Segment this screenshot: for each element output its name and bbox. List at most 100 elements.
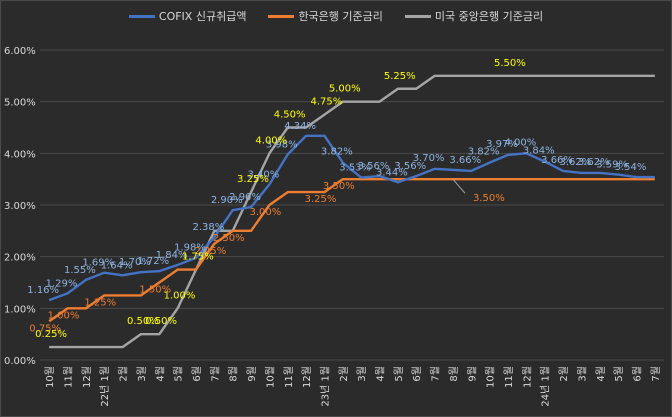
data-label-0: 1.55% (64, 265, 96, 276)
data-label-0: 1.16% (27, 285, 59, 296)
x-tick-label: 5월 (173, 366, 185, 382)
data-label-0: 3.54% (615, 162, 647, 173)
data-label-1: 2.50% (213, 233, 245, 244)
x-tick-label: 7월 (209, 366, 221, 382)
data-label-2: 0.50% (145, 316, 177, 327)
data-label-1: 1.50% (139, 285, 171, 296)
y-tick-label: 6.00% (4, 46, 36, 57)
x-tick-label: 4월 (375, 366, 387, 382)
series-line-1 (48, 177, 655, 323)
data-label-0: 1.98% (174, 243, 206, 254)
data-label-2: 4.50% (274, 110, 306, 121)
data-label-2: 1.75% (182, 252, 214, 263)
data-label-2: 5.25% (384, 71, 416, 82)
data-label-0: 2.38% (192, 222, 224, 233)
x-tick-label: 2월 (118, 366, 130, 382)
x-tick-label: 5월 (613, 366, 625, 382)
y-tick-label: 1.00% (4, 304, 36, 315)
series-line-0 (48, 134, 655, 302)
data-label-1: 1.00% (48, 310, 80, 321)
y-tick-label: 4.00% (4, 149, 36, 160)
data-label-0: 2.96% (229, 192, 261, 203)
data-label-2: 0.25% (35, 329, 67, 340)
data-label-0: 3.82% (321, 147, 353, 158)
data-label-0: 4.34% (284, 121, 316, 132)
data-label-0: 1.70% (119, 257, 151, 268)
x-tick-label: 7월 (650, 366, 662, 382)
data-label-1: 1.25% (84, 297, 116, 308)
data-label-1: 2.25% (194, 246, 226, 257)
data-label-0: 3.98% (266, 139, 298, 150)
x-tick-label: 12월 (521, 366, 533, 388)
data-label-2: 3.25% (237, 174, 269, 185)
y-tick-label: 5.00% (4, 98, 36, 109)
data-label-0: 3.62% (578, 157, 610, 168)
x-tick-label: 11월 (283, 366, 295, 388)
data-label-2: 4.00% (255, 135, 287, 146)
legend-swatch-fed (404, 14, 431, 18)
data-label-0: 1.29% (46, 278, 78, 289)
legend: COFIX 신규취급액 한국은행 기준금리 미국 중앙은행 기준금리 (0, 8, 672, 24)
x-tick-label: 10월 (44, 366, 56, 388)
data-label-2: 1.00% (164, 290, 196, 301)
data-label-0: 3.66% (541, 155, 573, 166)
data-label-0: 1.64% (101, 260, 133, 271)
callout-leader (452, 178, 466, 194)
x-tick-label: 8월 (228, 366, 240, 382)
x-tick-label: 4월 (595, 366, 607, 382)
legend-label-bok: 한국은행 기준금리 (298, 10, 383, 23)
x-tick-label: 11월 (503, 366, 515, 388)
grid-layer (40, 49, 664, 361)
legend-swatch-bok (268, 14, 295, 18)
data-label-layer: 1.16%1.29% 1.55%1.69%1.64%1.70%1.72%1.84%… (27, 58, 646, 340)
data-label-0: 3.59% (596, 160, 628, 171)
x-tick-label: 22년 1월 (99, 366, 111, 407)
data-label-0: 3.40% (248, 169, 280, 180)
legend-label-cofix: COFIX 신규취급액 (158, 10, 247, 23)
series-layer (48, 74, 655, 349)
data-label-1: 3.50% (323, 181, 355, 192)
data-label-1: 3.50% (473, 193, 505, 204)
x-tick-label: 6월 (191, 366, 203, 382)
data-label-0: 1.69% (82, 258, 114, 269)
x-tick-label: 12월 (81, 366, 93, 388)
data-label-1: 0.75% (29, 323, 61, 334)
data-label-0: 3.82% (468, 147, 500, 158)
x-axis-tick-labels: 10월 11월 12월 22년 1월 2월 3월 4월 5월 6월 7월 8월 9월 10월 11월 12월… (44, 366, 662, 407)
data-label-0: 2.90% (211, 195, 243, 206)
data-label-0: 3.70% (413, 153, 445, 164)
x-tick-label: 8월 (448, 366, 460, 382)
x-tick-label: 6월 (631, 366, 643, 382)
x-tick-label: 2월 (338, 366, 350, 382)
data-label-2: 5.50% (494, 58, 526, 69)
legend-item-fed: 미국 중앙은행 기준금리 (404, 8, 544, 24)
data-label-0: 3.56% (358, 161, 390, 172)
data-label-0: 4.00% (504, 137, 536, 148)
x-tick-label: 4월 (154, 366, 166, 382)
legend-swatch-cofix (128, 14, 155, 18)
x-tick-label: 11월 (63, 366, 75, 388)
x-tick-label: 6월 (411, 366, 423, 382)
data-label-2: 5.00% (329, 84, 361, 95)
x-tick-label: 10월 (264, 366, 276, 388)
x-tick-label: 3월 (576, 366, 588, 382)
data-label-1: 3.25% (305, 194, 337, 205)
data-label-2: 0.50% (127, 316, 159, 327)
data-label-0: 3.66% (449, 155, 481, 166)
x-tick-label: 3월 (356, 366, 368, 382)
legend-label-fed: 미국 중앙은행 기준금리 (434, 10, 544, 23)
x-tick-label: 7월 (430, 366, 442, 382)
x-tick-label: 24년 1월 (540, 366, 552, 407)
x-tick-label: 9월 (246, 366, 258, 382)
data-label-0: 3.62% (560, 157, 592, 168)
y-axis-tick-labels: 0.00% 1.00% 2.00% 3.00% 4.00% 5.00% 6.00% (4, 46, 36, 367)
y-tick-label: 2.00% (4, 253, 36, 264)
data-label-0: 3.44% (376, 167, 408, 178)
data-label-0: 3.84% (523, 146, 555, 157)
data-label-0: 3.53% (339, 163, 371, 174)
y-tick-label: 3.00% (4, 201, 36, 212)
data-label-1: 3.00% (250, 207, 282, 218)
x-tick-label: 3월 (136, 366, 148, 382)
series-line-2 (49, 74, 655, 349)
